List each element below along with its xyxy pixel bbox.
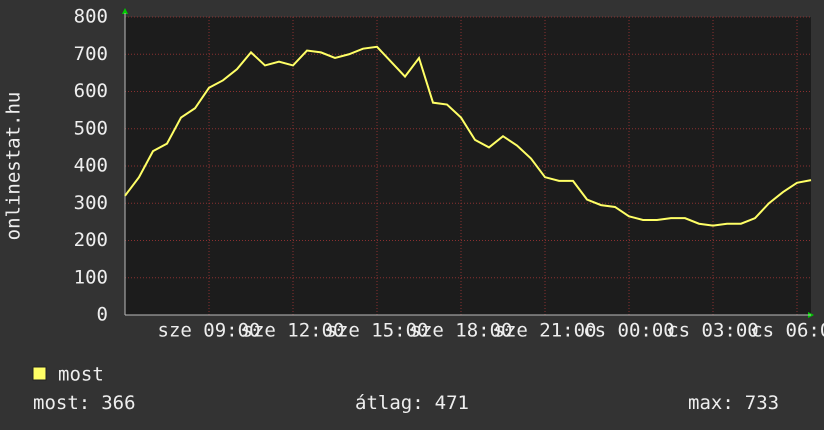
stat: átlag: 471 bbox=[355, 392, 469, 414]
x-tick-label: cs 03:00 bbox=[667, 320, 759, 342]
x-tick-label: sze 09:00 bbox=[158, 320, 261, 342]
x-tick-label: sze 21:00 bbox=[494, 320, 597, 342]
legend-label: most bbox=[58, 364, 104, 386]
x-tick-label: cs 06:00 bbox=[751, 320, 824, 342]
y-tick-label: 0 bbox=[97, 304, 108, 326]
y-tick-label: 100 bbox=[74, 266, 108, 288]
data-line bbox=[124, 45, 812, 227]
y-tick-label: 200 bbox=[74, 229, 108, 251]
stat-value: 471 bbox=[435, 392, 469, 414]
x-tick-label: sze 15:00 bbox=[326, 320, 429, 342]
stat: max: 733 bbox=[688, 392, 779, 414]
y-tick-label: 400 bbox=[74, 155, 108, 177]
x-tick-label: cs 00:00 bbox=[583, 320, 675, 342]
stat-label: átlag: bbox=[355, 392, 424, 414]
stat: most: 366 bbox=[33, 392, 136, 414]
y-tick-label: 600 bbox=[74, 80, 108, 102]
y-tick-label: 800 bbox=[74, 6, 108, 28]
x-tick-label: sze 12:00 bbox=[242, 320, 345, 342]
y-axis-label: onlinestat.hu bbox=[3, 92, 25, 241]
stat-label: most: bbox=[33, 392, 90, 414]
y-tick-label: 300 bbox=[74, 192, 108, 214]
legend-swatch bbox=[32, 366, 47, 381]
y-tick-label: 700 bbox=[74, 43, 108, 65]
axis-arrow bbox=[122, 8, 128, 14]
stat-value: 366 bbox=[101, 392, 135, 414]
stat-label: max: bbox=[688, 392, 734, 414]
y-tick-label: 500 bbox=[74, 117, 108, 139]
x-tick-label: sze 18:00 bbox=[410, 320, 513, 342]
stat-value: 733 bbox=[745, 392, 779, 414]
